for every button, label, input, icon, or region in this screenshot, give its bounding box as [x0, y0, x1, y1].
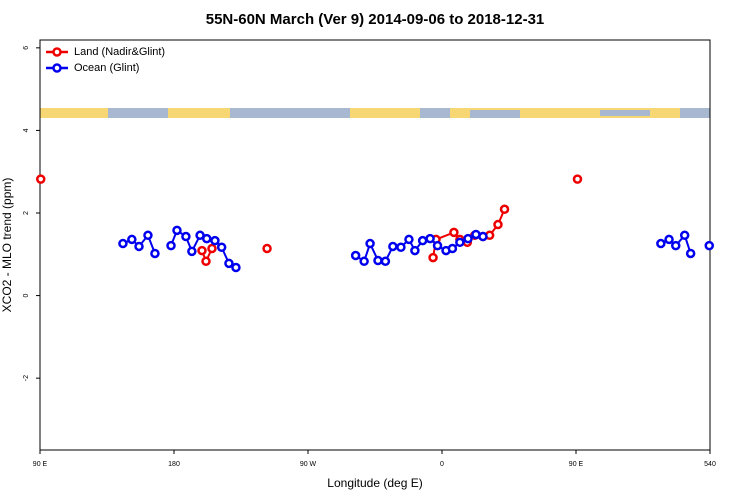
data-point [197, 245, 207, 256]
map-strip [40, 108, 710, 118]
data-point [404, 234, 414, 245]
y-tick-label: 4 [23, 128, 30, 132]
data-point [365, 238, 375, 249]
data-point [679, 230, 690, 241]
data-point [207, 243, 217, 254]
data-point [664, 234, 674, 245]
data-point [388, 241, 398, 252]
data-point [373, 255, 383, 266]
data-point [210, 235, 220, 246]
y-tick-label: 2 [23, 211, 30, 215]
data-point [432, 240, 443, 251]
data-point [417, 235, 428, 246]
data-point [359, 256, 369, 267]
data-point [202, 233, 212, 244]
legend-label: Land (Nadir&Glint) [74, 46, 165, 58]
data-point [224, 258, 234, 269]
y-tick-label: 6 [23, 46, 30, 50]
data-point [350, 250, 361, 261]
data-point [181, 231, 191, 242]
data-point [118, 238, 128, 249]
data-point [166, 240, 176, 251]
data-point [499, 204, 510, 215]
x-axis-label: Longitude (deg E) [327, 476, 422, 490]
data-point [478, 231, 488, 242]
data-point [380, 256, 391, 267]
data-point [35, 174, 46, 184]
data-point [671, 240, 681, 251]
x-tick-label: 90 E [33, 461, 48, 468]
data-point [425, 233, 435, 244]
y-tick-label: 0 [23, 294, 30, 298]
data-point [455, 237, 465, 248]
y-axis-label: XCO2 - MLO trend (ppm) [0, 178, 14, 313]
x-tick-label: 180 [168, 461, 180, 468]
data-point [187, 246, 197, 257]
data-point [428, 252, 438, 263]
x-tick-label: 90 E [569, 461, 584, 468]
data-point [447, 243, 458, 254]
legend-marker [52, 63, 62, 73]
data-point [216, 242, 227, 253]
legend-marker [52, 47, 62, 57]
x-tick-label: 90 W [300, 461, 317, 468]
data-point [410, 245, 420, 256]
chart-title: 55N-60N March (Ver 9) 2014-09-06 to 2018… [206, 11, 545, 28]
data-point [150, 248, 160, 259]
data-point [127, 234, 137, 245]
data-point [704, 240, 715, 251]
data-point [449, 227, 459, 238]
data-point [262, 243, 272, 254]
data-point [463, 233, 473, 244]
data-point [172, 225, 182, 236]
data-point [231, 262, 241, 273]
x-tick-label: 0 [440, 461, 444, 468]
y-tick-label: -2 [23, 375, 30, 381]
data-point [685, 248, 696, 259]
data-point [656, 238, 666, 249]
x-tick-label: 540 [704, 461, 716, 468]
data-point [493, 219, 503, 230]
legend-label: Ocean (Glint) [74, 62, 139, 74]
data-point [201, 256, 211, 267]
data-point [134, 241, 144, 252]
data-point [572, 174, 583, 184]
data-point [396, 242, 406, 253]
data-point [143, 230, 153, 241]
